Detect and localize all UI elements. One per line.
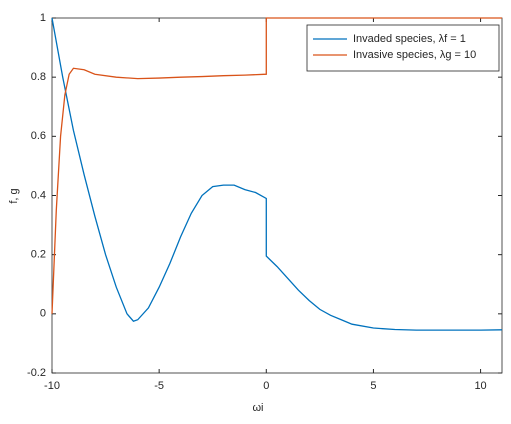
y-tick-label: 0	[40, 308, 46, 320]
y-tick-label: 0.2	[31, 249, 46, 261]
x-tick-label: 0	[263, 380, 269, 392]
y-axis-label: f, g	[8, 188, 20, 203]
series-line	[51, 17, 502, 314]
x-tick-label: -10	[44, 380, 60, 392]
legend-label: Invaded species, λf = 1	[353, 33, 466, 45]
x-tick-label: 10	[474, 380, 486, 392]
x-axis-label: ωi	[252, 402, 263, 414]
y-tick-label: 0.6	[31, 130, 46, 142]
y-tick-label: 0.8	[31, 71, 46, 83]
x-tick-label: -5	[154, 380, 164, 392]
y-tick-label: 0.4	[31, 189, 46, 201]
legend-label: Invasive species, λg = 10	[353, 49, 476, 61]
y-tick-label: -0.2	[27, 367, 46, 379]
legend-box	[306, 24, 500, 72]
x-tick-label: 5	[370, 380, 376, 392]
series-line	[51, 17, 503, 331]
y-tick-label: 1	[40, 12, 46, 24]
